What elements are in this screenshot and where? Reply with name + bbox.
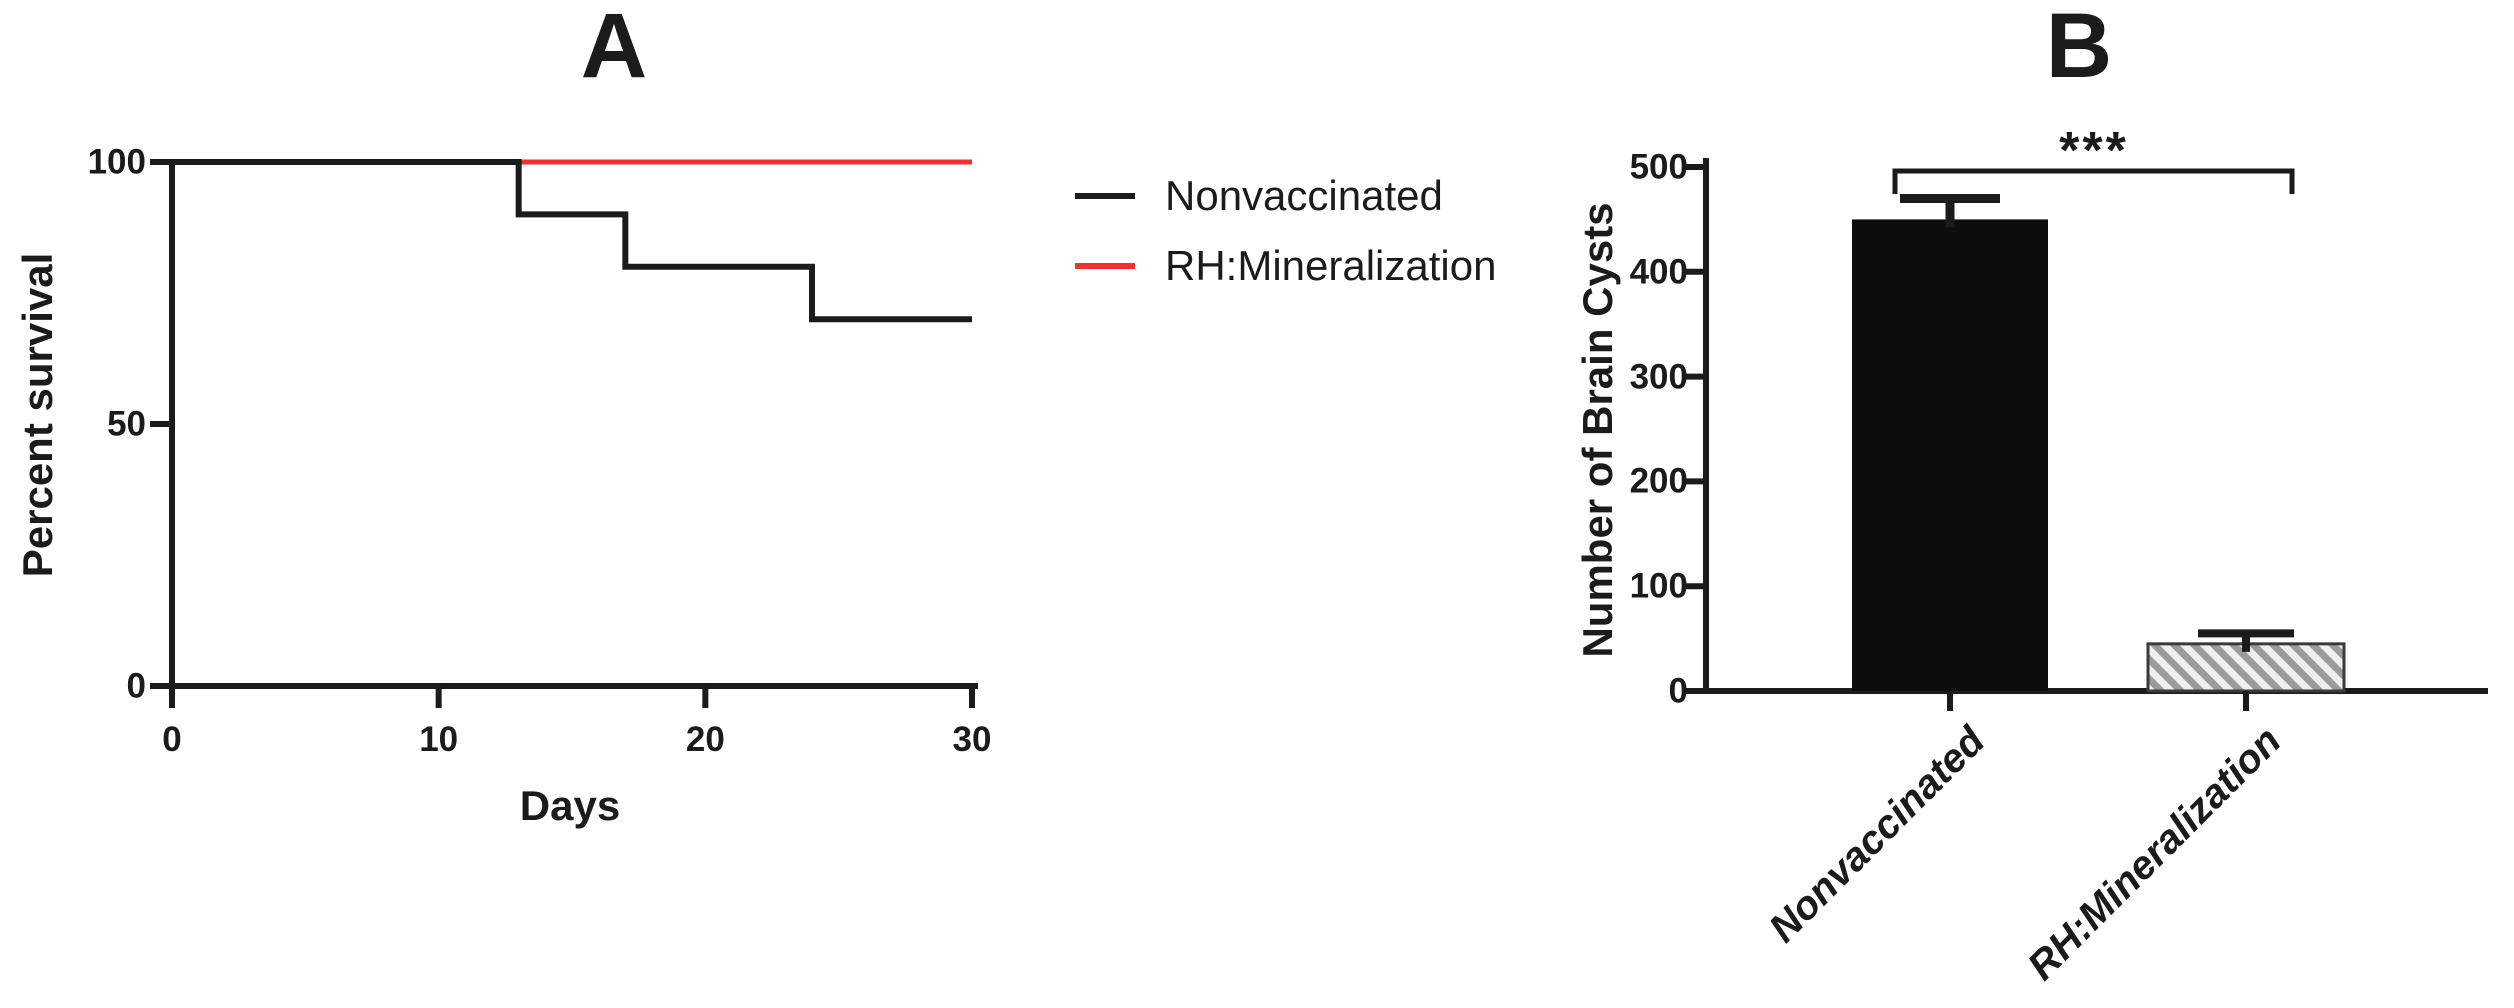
panel-a-title: A — [580, 0, 648, 97]
legend-label-nonvaccinated: Nonvaccinated — [1165, 172, 1443, 219]
panel-a-y-tick-label: 50 — [107, 404, 146, 444]
panel-a-plot — [150, 159, 978, 708]
significance-stars: *** — [2059, 122, 2129, 180]
panel-b-plot — [1684, 158, 2488, 711]
panel-a-x-tick-label: 30 — [952, 720, 992, 759]
legend-line-swatch-black — [1075, 193, 1135, 199]
panel-b-y-tick-label: 100 — [1629, 566, 1688, 606]
panel-a-y-tick-label: 0 — [126, 666, 146, 706]
legend-line-swatch-red — [1075, 263, 1135, 269]
legend-item-rh-mineralization: RH:Mineralization — [1075, 240, 1496, 292]
panel-a-x-tick-label: 10 — [419, 720, 459, 759]
panel-b-y-tick-label: 200 — [1629, 461, 1688, 501]
panel-a-x-tick-label: 0 — [162, 720, 182, 759]
panel-b-y-tick-label: 300 — [1629, 357, 1688, 397]
legend-item-nonvaccinated: Nonvaccinated — [1075, 170, 1443, 222]
panel-b-title: B — [2045, 0, 2113, 97]
panel-b-y-tick-label: 0 — [1668, 671, 1688, 711]
panel-a-x-axis-label: Days — [519, 782, 621, 829]
panel-b-y-axis-label: Number of Brain Cysts — [1574, 202, 1621, 658]
panel-b-y-tick-label: 400 — [1629, 252, 1688, 292]
panel-a-y-axis-label: Percent survival — [14, 252, 61, 578]
panel-a-x-tick-label: 20 — [685, 720, 725, 759]
legend-label-rh-mineralization: RH:Mineralization — [1165, 242, 1497, 289]
panel-a-y-tick-label: 100 — [87, 142, 146, 182]
panel-b-y-tick-label: 500 — [1629, 147, 1688, 187]
